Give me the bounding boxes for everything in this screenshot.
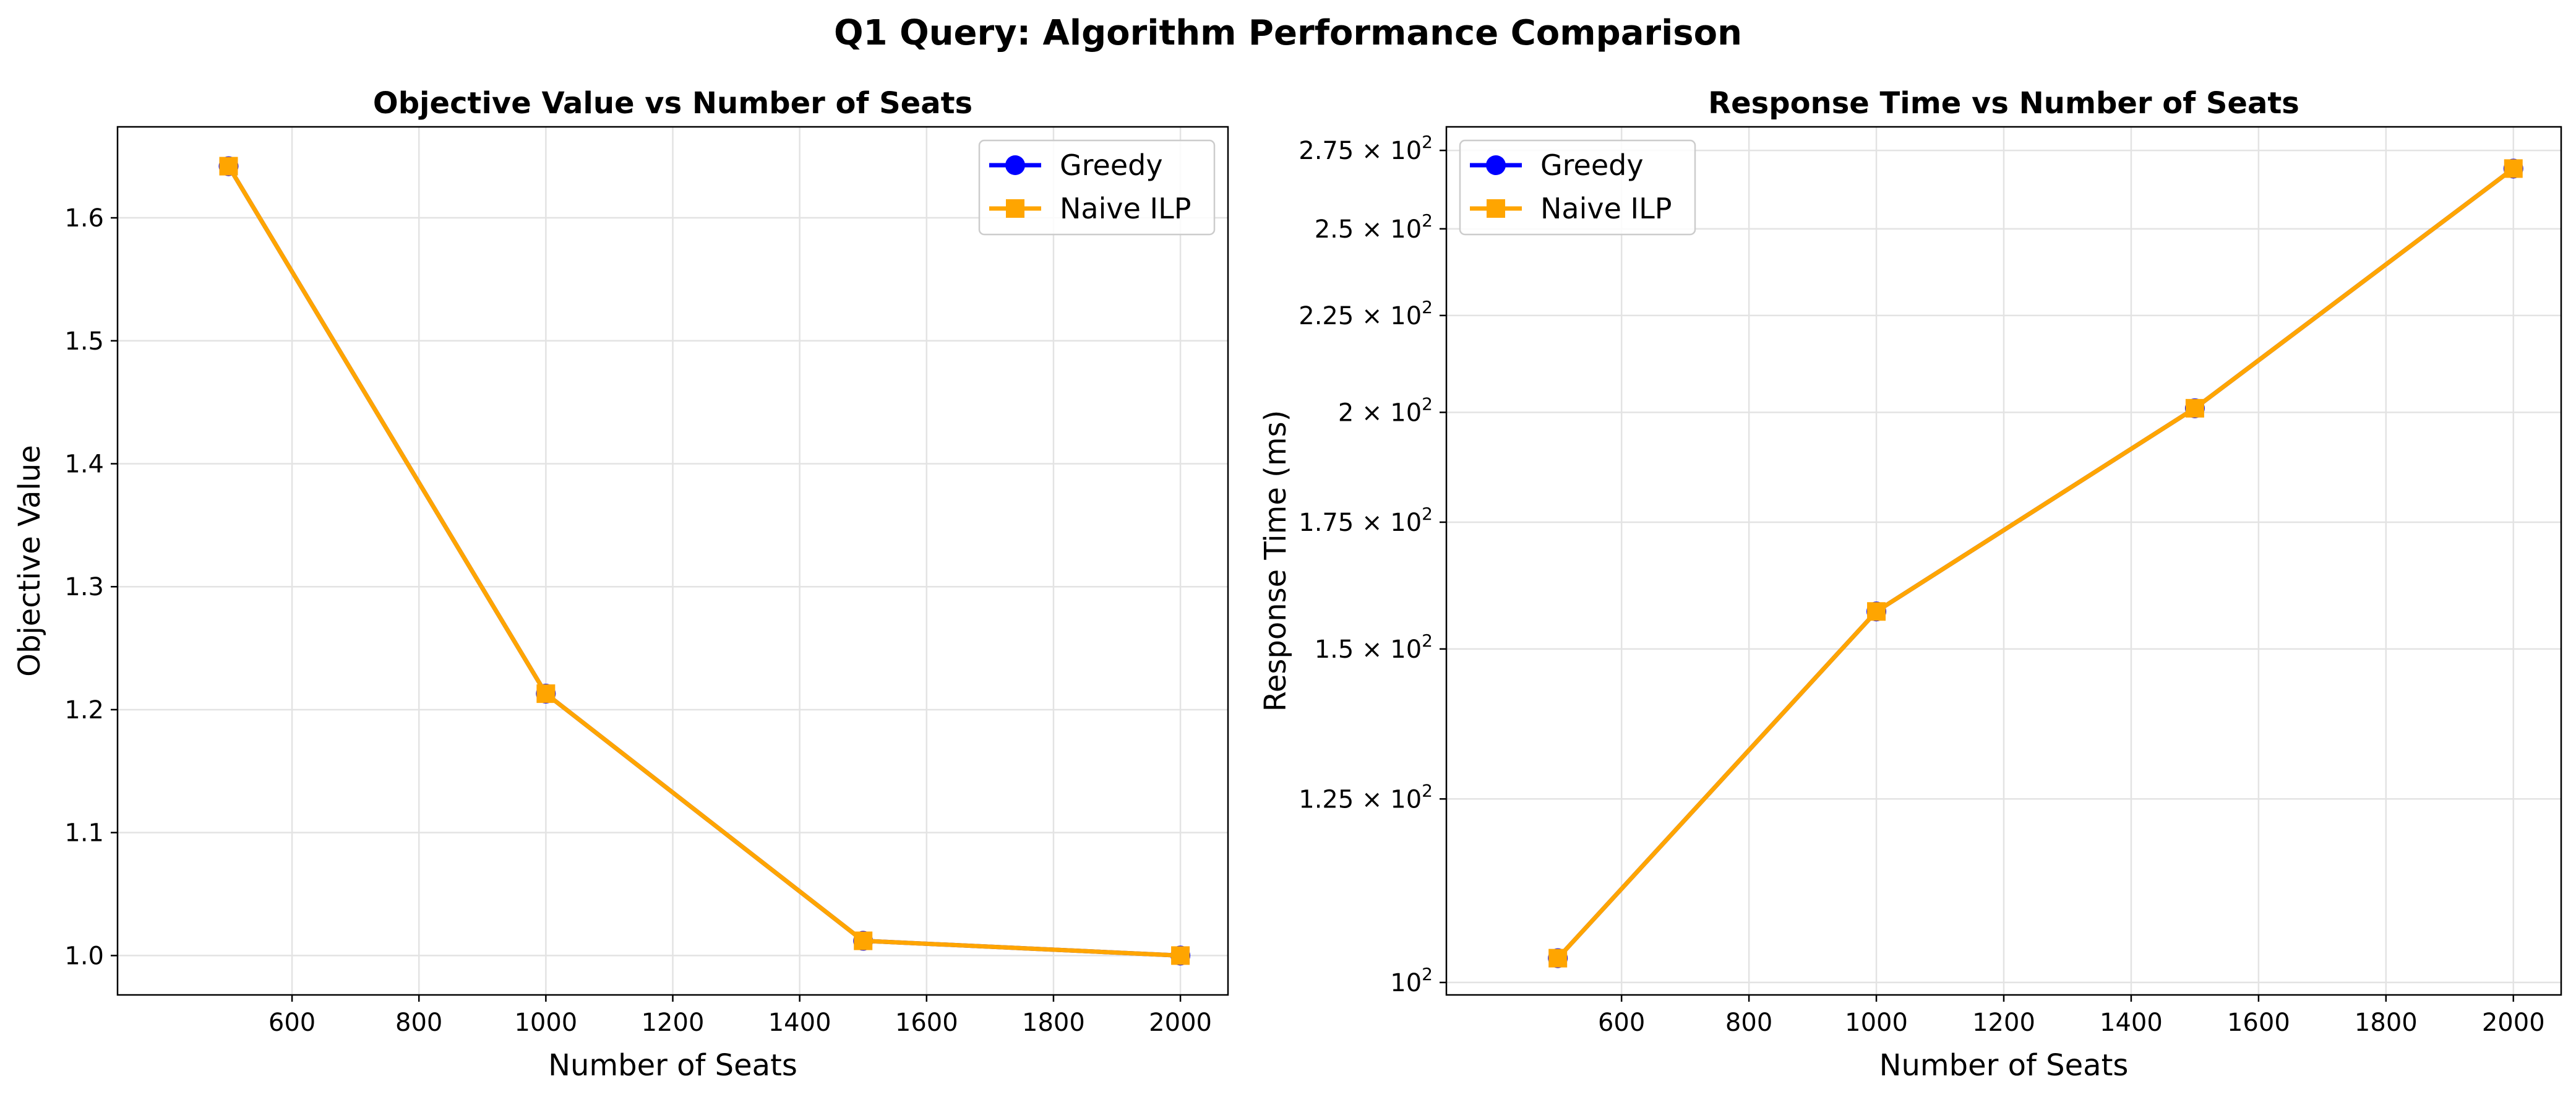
axes-frame bbox=[116, 126, 1229, 996]
y-tick-label: 1.5 × 102 bbox=[1315, 630, 1433, 664]
y-tick-exponent: 2 bbox=[1422, 780, 1433, 801]
y-tick-base: 10 bbox=[1390, 509, 1422, 537]
y-tick-label: 2 × 102 bbox=[1338, 394, 1433, 427]
y-tick-label: 2.5 × 102 bbox=[1315, 210, 1433, 244]
y-tick-label: 1.0 bbox=[64, 942, 104, 970]
figure-title: Q1 Query: Algorithm Performance Comparis… bbox=[834, 13, 1742, 53]
legend: Greedy Naive ILP bbox=[1459, 139, 1696, 236]
y-tick-label: 102 bbox=[1390, 964, 1433, 997]
chart-title: Response Time vs Number of Seats bbox=[1708, 86, 2299, 121]
y-tick-label: 2.25 × 102 bbox=[1299, 297, 1433, 330]
chart-title: Objective Value vs Number of Seats bbox=[373, 86, 972, 121]
x-tick-label: 1000 bbox=[514, 1009, 577, 1037]
x-tick-label: 1400 bbox=[768, 1009, 831, 1037]
y-tick-exponent: 2 bbox=[1422, 964, 1433, 984]
x-tick-label: 1800 bbox=[2355, 1009, 2418, 1037]
plots: 600 800 1000 1200 1400 1600 1800 2000 1.0 1.1 1.2 1… bbox=[12, 86, 2562, 1083]
x-tick-label: 1800 bbox=[1022, 1009, 1085, 1037]
legend-label: Greedy bbox=[1060, 148, 1163, 182]
series-line-1 bbox=[226, 165, 1181, 958]
y-tick-base: 10 bbox=[1390, 398, 1422, 427]
y-axis-label: Response Time (ms) bbox=[1258, 410, 1293, 712]
legend: Greedy Naive ILP bbox=[978, 139, 1216, 236]
y-tick-base: 10 bbox=[1390, 215, 1422, 244]
x-tick-label: 600 bbox=[1598, 1009, 1645, 1037]
legend-marker-square bbox=[1487, 199, 1505, 218]
y-tick-mantissa: 2.5 × bbox=[1315, 215, 1391, 244]
y-tick-exponent: 2 bbox=[1422, 297, 1433, 317]
y-tick-exponent: 2 bbox=[1422, 504, 1433, 524]
y-tick-label: 1.6 bbox=[64, 204, 104, 233]
data-point-square bbox=[1548, 949, 1568, 968]
x-tick-label: 2000 bbox=[2482, 1009, 2545, 1037]
legend-label: Naive ILP bbox=[1060, 192, 1191, 225]
y-tick-mantissa: 1.5 × bbox=[1315, 635, 1391, 664]
x-tick-label: 1200 bbox=[1972, 1009, 2035, 1037]
x-tick-label: 1600 bbox=[2227, 1009, 2290, 1037]
series-line-1 bbox=[1556, 166, 2515, 960]
x-tick-label: 1600 bbox=[895, 1009, 958, 1037]
x-tick-label: 2000 bbox=[1149, 1009, 1212, 1037]
x-tick-label: 1000 bbox=[1845, 1009, 1908, 1037]
y-tick-mantissa: 1.75 × bbox=[1299, 509, 1390, 537]
y-tick-base: 10 bbox=[1390, 302, 1422, 330]
legend-marker-circle bbox=[1486, 155, 1506, 175]
x-tick-label: 800 bbox=[1725, 1009, 1772, 1037]
legend-marker-square bbox=[1006, 199, 1024, 218]
y-tick-label: 1.3 bbox=[64, 573, 104, 601]
y-tick-mantissa: 2 × bbox=[1338, 398, 1390, 427]
data-point-square bbox=[2504, 159, 2523, 178]
y-axis-label: Objective Value bbox=[12, 445, 47, 677]
x-tick-label: 800 bbox=[395, 1009, 442, 1037]
chart-1: 600 800 1000 1200 1400 1600 1800 2000 1.0 1.1 1.2 1… bbox=[12, 86, 1229, 1083]
x-tick-label: 1200 bbox=[642, 1009, 705, 1037]
data-point-square bbox=[1171, 946, 1190, 965]
y-tick-exponent: 2 bbox=[1422, 394, 1433, 414]
x-axis-label: Number of Seats bbox=[548, 1048, 797, 1083]
y-tick-base: 10 bbox=[1390, 635, 1422, 664]
y-tick-base: 10 bbox=[1390, 137, 1422, 165]
y-tick-exponent: 2 bbox=[1422, 132, 1433, 152]
y-tick-base: 10 bbox=[1390, 969, 1422, 997]
y-tick-label: 1.4 bbox=[64, 450, 104, 479]
x-tick-label: 1400 bbox=[2100, 1009, 2163, 1037]
legend-label: Greedy bbox=[1540, 148, 1644, 182]
data-point-square bbox=[536, 684, 556, 703]
y-tick-exponent: 2 bbox=[1422, 210, 1433, 231]
legend-label: Naive ILP bbox=[1540, 192, 1672, 225]
data-point-square bbox=[2185, 398, 2204, 418]
data-point-square bbox=[219, 157, 238, 176]
y-tick-mantissa: 2.75 × bbox=[1299, 137, 1390, 165]
legend-marker-circle bbox=[1005, 155, 1025, 175]
y-tick-label: 1.5 bbox=[64, 327, 104, 356]
x-tick-label: 600 bbox=[268, 1009, 316, 1037]
y-tick-label: 1.75 × 102 bbox=[1299, 504, 1433, 537]
axes-frame bbox=[1445, 126, 2562, 996]
y-tick-exponent: 2 bbox=[1422, 630, 1433, 651]
y-tick-mantissa: 2.25 × bbox=[1299, 302, 1390, 330]
x-axis-label: Number of Seats bbox=[1879, 1048, 2129, 1083]
y-tick-base: 10 bbox=[1390, 785, 1422, 814]
y-tick-mantissa: 1.25 × bbox=[1299, 785, 1390, 814]
y-tick-label: 1.1 bbox=[64, 819, 104, 848]
y-tick-label: 1.2 bbox=[64, 696, 104, 725]
y-tick-label: 2.75 × 102 bbox=[1299, 132, 1433, 165]
data-point-square bbox=[854, 931, 873, 950]
y-tick-label: 1.25 × 102 bbox=[1299, 780, 1433, 814]
data-point-square bbox=[1867, 602, 1886, 621]
